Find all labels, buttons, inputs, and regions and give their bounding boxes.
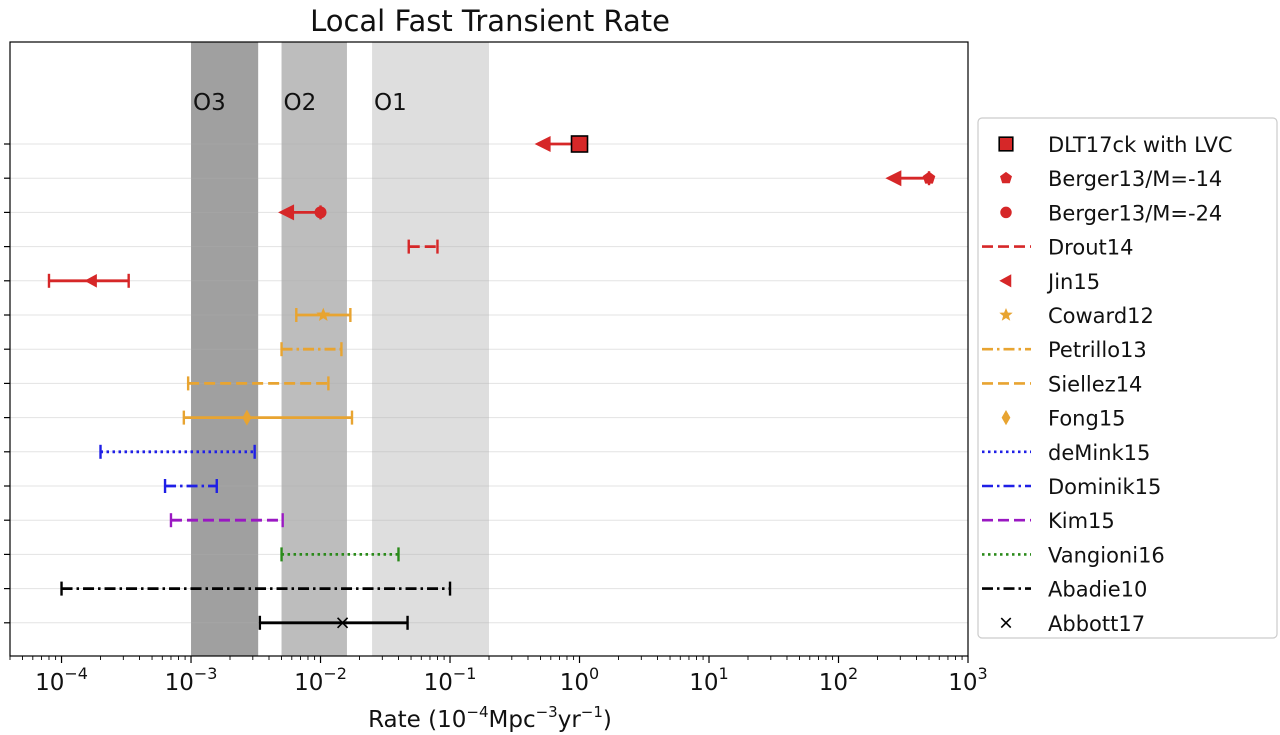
grid-lines xyxy=(10,143,968,624)
x-tick-label: 103 xyxy=(948,664,987,696)
x-tick-label: 101 xyxy=(689,664,728,696)
series-dlt17ck-with-lvc xyxy=(534,135,589,153)
band-label-o3: O3 xyxy=(193,90,226,116)
legend-label: Fong15 xyxy=(1048,407,1126,431)
upper-limit-arrow xyxy=(885,170,902,187)
legend-marker-swatch xyxy=(1000,206,1012,219)
legend-label: Berger13/M=-24 xyxy=(1048,201,1222,225)
legend-item: Kim15 xyxy=(982,509,1115,533)
legend-marker-swatch xyxy=(1001,409,1011,426)
legend-marker-swatch xyxy=(999,307,1013,321)
data-point xyxy=(922,171,936,184)
x-tick-label: 10−3 xyxy=(165,664,218,696)
x-ticks: 10−4 10−3 10−2 10−1 100 101 102 103 xyxy=(9,656,988,696)
legend-label: deMink15 xyxy=(1048,441,1150,465)
legend-item: Fong15 xyxy=(1001,407,1126,431)
legend-label: Abadie10 xyxy=(1048,578,1147,602)
legend-label: Coward12 xyxy=(1048,304,1154,328)
x-tick-label: 102 xyxy=(819,664,858,696)
legend-item: Dominik15 xyxy=(982,475,1161,499)
legend-item: Drout14 xyxy=(982,236,1133,260)
legend-label: Jin15 xyxy=(1046,270,1100,294)
band-label-o1: O1 xyxy=(374,90,407,116)
legend-label: Drout14 xyxy=(1048,236,1133,260)
legend-item: Abbott17 xyxy=(1000,612,1145,636)
data-rows xyxy=(47,135,936,630)
data-point xyxy=(84,273,97,288)
x-axis-label: Rate (10−4Mpc−3yr−1) xyxy=(368,703,612,733)
series-demink15 xyxy=(99,444,256,459)
series-berger13-m-24 xyxy=(278,204,327,221)
band-o3 xyxy=(191,42,259,656)
x-tick-label: 10−4 xyxy=(35,664,88,696)
legend-label: Dominik15 xyxy=(1048,475,1161,499)
x-tick-label: 10−2 xyxy=(294,664,347,696)
legend: DLT17ck with LVC Berger13/M=-14 Berger13/M… xyxy=(977,117,1278,639)
band-label-o2: O2 xyxy=(284,90,317,116)
series-abbott17 xyxy=(258,615,409,630)
data-point xyxy=(242,409,252,426)
legend-label: Berger13/M=-14 xyxy=(1048,167,1222,191)
legend-item: deMink15 xyxy=(982,441,1150,465)
legend-label: Abbott17 xyxy=(1048,612,1145,636)
series-drout14 xyxy=(407,239,439,254)
legend-marker-swatch xyxy=(1000,617,1012,629)
series-kim15 xyxy=(169,513,284,528)
series-jin15 xyxy=(47,273,130,288)
legend-label: Kim15 xyxy=(1048,509,1115,533)
data-point xyxy=(314,206,327,219)
series-fong15 xyxy=(182,409,354,426)
legend-label: Petrillo13 xyxy=(1048,338,1147,362)
legend-marker-swatch xyxy=(998,136,1014,152)
legend-item: DLT17ck with LVC xyxy=(998,133,1233,157)
chart-title: Local Fast Transient Rate xyxy=(310,4,670,38)
x-tick-label: 10−1 xyxy=(424,664,477,696)
legend-item: Siellez14 xyxy=(982,372,1142,396)
series-dominik15 xyxy=(163,479,218,493)
legend-label: Vangioni16 xyxy=(1048,543,1165,567)
series-petrillo13 xyxy=(280,342,343,357)
x-tick-label: 100 xyxy=(560,664,599,696)
legend-item: Abadie10 xyxy=(982,578,1147,602)
legend-label: DLT17ck with LVC xyxy=(1048,133,1233,157)
data-point xyxy=(570,135,589,153)
legend-box xyxy=(977,117,1278,639)
legend-item: Coward12 xyxy=(999,304,1154,328)
upper-limit-arrow xyxy=(534,136,551,152)
upper-limit-arrow xyxy=(278,204,295,221)
legend-item: Petrillo13 xyxy=(982,338,1147,362)
series-abadie10 xyxy=(60,581,452,596)
series-coward12 xyxy=(295,307,352,322)
legend-label: Siellez14 xyxy=(1048,372,1142,396)
legend-item: Jin15 xyxy=(999,270,1100,294)
series-vangioni16 xyxy=(280,547,400,562)
legend-item: Berger13/M=-14 xyxy=(1000,167,1222,191)
data-point xyxy=(337,617,349,629)
legend-marker-swatch xyxy=(1000,171,1012,184)
legend-marker-swatch xyxy=(999,274,1012,288)
series-berger13-m-14 xyxy=(885,170,936,187)
legend-item: Vangioni16 xyxy=(982,543,1165,567)
series-siellez14 xyxy=(186,376,330,391)
legend-item: Berger13/M=-24 xyxy=(1000,201,1222,225)
data-point xyxy=(316,307,331,322)
y-ticks xyxy=(4,143,10,624)
